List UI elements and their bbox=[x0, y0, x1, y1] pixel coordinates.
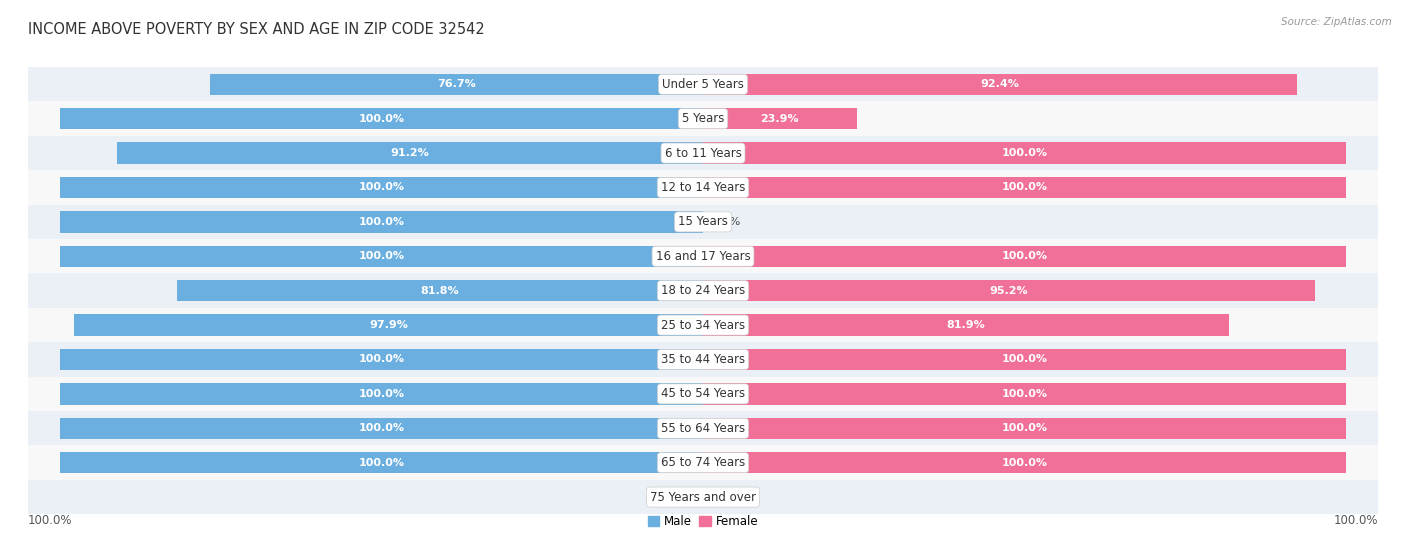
Text: 100.0%: 100.0% bbox=[359, 217, 405, 227]
Bar bbox=[60, 418, 703, 439]
Bar bbox=[60, 349, 703, 370]
Text: 100.0%: 100.0% bbox=[359, 113, 405, 124]
Text: 5 Years: 5 Years bbox=[682, 112, 724, 125]
Text: 6 to 11 Years: 6 to 11 Years bbox=[665, 146, 741, 159]
Text: 81.8%: 81.8% bbox=[420, 286, 460, 296]
Text: 100.0%: 100.0% bbox=[1001, 148, 1047, 158]
Bar bbox=[60, 383, 703, 405]
Bar bbox=[703, 314, 1229, 336]
Bar bbox=[177, 280, 703, 301]
Text: INCOME ABOVE POVERTY BY SEX AND AGE IN ZIP CODE 32542: INCOME ABOVE POVERTY BY SEX AND AGE IN Z… bbox=[28, 22, 485, 37]
Bar bbox=[28, 102, 1378, 136]
Bar bbox=[703, 177, 1346, 198]
Bar bbox=[28, 205, 1378, 239]
Text: 100.0%: 100.0% bbox=[28, 514, 73, 527]
Bar bbox=[28, 239, 1378, 273]
Bar bbox=[703, 108, 856, 129]
Bar bbox=[703, 349, 1346, 370]
Text: Source: ZipAtlas.com: Source: ZipAtlas.com bbox=[1281, 17, 1392, 27]
Bar bbox=[73, 314, 703, 336]
Bar bbox=[703, 452, 1346, 473]
Text: 75 Years and over: 75 Years and over bbox=[650, 491, 756, 504]
Text: 25 to 34 Years: 25 to 34 Years bbox=[661, 319, 745, 331]
Text: 18 to 24 Years: 18 to 24 Years bbox=[661, 284, 745, 297]
Text: 100.0%: 100.0% bbox=[359, 252, 405, 261]
Text: 100.0%: 100.0% bbox=[359, 458, 405, 468]
Bar bbox=[209, 74, 703, 95]
Text: 95.2%: 95.2% bbox=[990, 286, 1028, 296]
Text: 97.9%: 97.9% bbox=[368, 320, 408, 330]
Bar bbox=[60, 211, 703, 233]
Bar bbox=[28, 136, 1378, 170]
Bar bbox=[28, 170, 1378, 205]
Bar bbox=[28, 273, 1378, 308]
Bar bbox=[28, 67, 1378, 102]
Text: 45 to 54 Years: 45 to 54 Years bbox=[661, 387, 745, 400]
Bar bbox=[60, 452, 703, 473]
Text: 35 to 44 Years: 35 to 44 Years bbox=[661, 353, 745, 366]
Text: 15 Years: 15 Years bbox=[678, 215, 728, 229]
Bar bbox=[60, 108, 703, 129]
Bar bbox=[28, 480, 1378, 514]
Text: 0.0%: 0.0% bbox=[713, 492, 741, 502]
Text: 16 and 17 Years: 16 and 17 Years bbox=[655, 250, 751, 263]
Bar bbox=[703, 280, 1315, 301]
Text: 100.0%: 100.0% bbox=[1001, 182, 1047, 192]
Bar bbox=[703, 245, 1346, 267]
Text: 81.9%: 81.9% bbox=[946, 320, 986, 330]
Bar bbox=[703, 418, 1346, 439]
Text: 55 to 64 Years: 55 to 64 Years bbox=[661, 422, 745, 435]
Text: 0.0%: 0.0% bbox=[665, 492, 693, 502]
Bar bbox=[28, 308, 1378, 342]
Text: 100.0%: 100.0% bbox=[359, 423, 405, 433]
Text: Under 5 Years: Under 5 Years bbox=[662, 78, 744, 91]
Text: 100.0%: 100.0% bbox=[359, 389, 405, 399]
Bar bbox=[60, 245, 703, 267]
Text: 100.0%: 100.0% bbox=[1001, 458, 1047, 468]
Text: 100.0%: 100.0% bbox=[1333, 514, 1378, 527]
Bar bbox=[28, 342, 1378, 377]
Text: 92.4%: 92.4% bbox=[980, 79, 1019, 89]
Text: 100.0%: 100.0% bbox=[1001, 252, 1047, 261]
Text: 12 to 14 Years: 12 to 14 Years bbox=[661, 181, 745, 194]
Text: 65 to 74 Years: 65 to 74 Years bbox=[661, 456, 745, 469]
Text: 76.7%: 76.7% bbox=[437, 79, 475, 89]
Text: 0.0%: 0.0% bbox=[713, 217, 741, 227]
Bar bbox=[117, 143, 703, 164]
Text: 100.0%: 100.0% bbox=[359, 354, 405, 364]
Text: 23.9%: 23.9% bbox=[761, 113, 799, 124]
Legend: Male, Female: Male, Female bbox=[643, 510, 763, 533]
Bar bbox=[28, 377, 1378, 411]
Text: 100.0%: 100.0% bbox=[1001, 423, 1047, 433]
Bar bbox=[28, 446, 1378, 480]
Text: 91.2%: 91.2% bbox=[391, 148, 429, 158]
Bar bbox=[28, 411, 1378, 446]
Bar bbox=[703, 143, 1346, 164]
Bar bbox=[60, 177, 703, 198]
Bar bbox=[703, 383, 1346, 405]
Text: 100.0%: 100.0% bbox=[1001, 354, 1047, 364]
Text: 100.0%: 100.0% bbox=[1001, 389, 1047, 399]
Bar bbox=[703, 74, 1296, 95]
Text: 100.0%: 100.0% bbox=[359, 182, 405, 192]
